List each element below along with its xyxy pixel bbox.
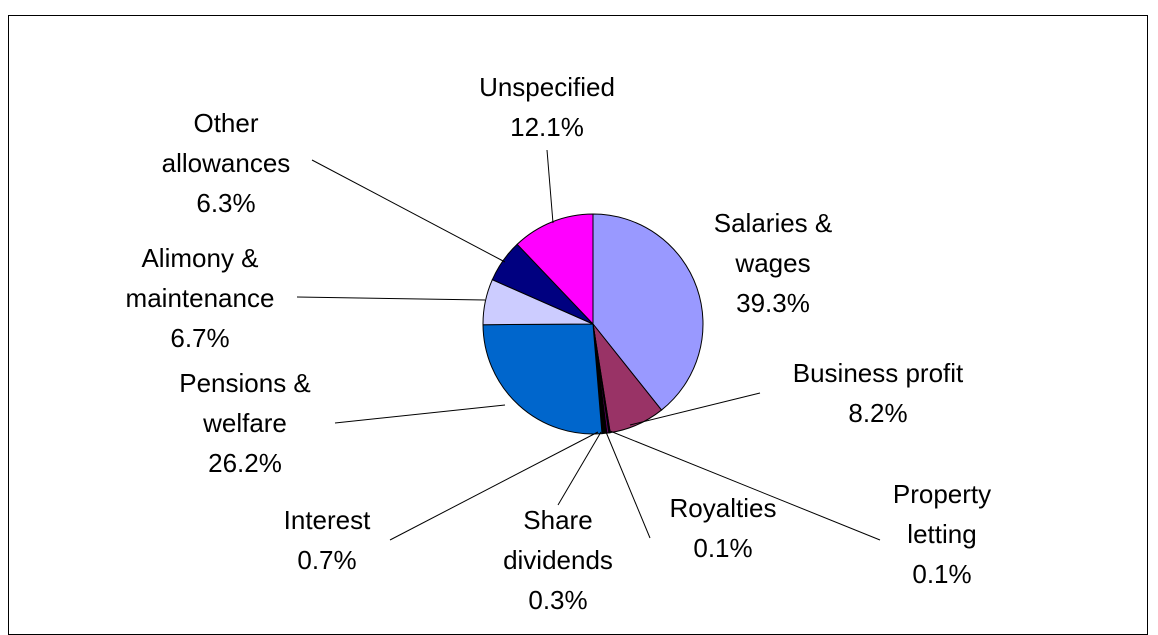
leader-line [605, 431, 651, 539]
leader-line [609, 430, 881, 541]
category-label: Salaries & wages [713, 208, 833, 278]
value-label: 0.7% [297, 545, 357, 575]
leader-line [296, 296, 486, 301]
slice-label: Alimony & maintenance 6.7% [115, 238, 285, 358]
value-label: 6.3% [196, 188, 256, 218]
leader-line [311, 159, 506, 263]
value-label: 0.3% [528, 585, 588, 615]
leader-line [557, 431, 602, 506]
category-label: Pensions & welfare [179, 368, 311, 438]
leader-line [389, 431, 599, 541]
category-label: Unspecified [479, 72, 615, 102]
leader-line [334, 404, 506, 424]
value-label: 26.2% [208, 448, 282, 478]
slice-label: Royalties 0.1% [648, 488, 798, 568]
slice-label: Property letting 0.1% [872, 474, 1012, 594]
category-label: Share dividends [503, 505, 613, 575]
leader-line [546, 149, 554, 224]
pie-slice [516, 213, 594, 326]
category-label: Royalties [669, 493, 777, 523]
slice-label: Interest 0.7% [252, 500, 402, 580]
category-label: Interest [283, 505, 371, 535]
slice-label: Business profit 8.2% [748, 353, 1008, 433]
value-label: 39.3% [736, 288, 810, 318]
leader-line [629, 392, 761, 426]
slice-label: Unspecified 12.1% [447, 67, 647, 147]
value-label: 0.1% [693, 533, 753, 563]
value-label: 6.7% [170, 323, 230, 353]
category-label: Property letting [892, 479, 992, 549]
slice-label: Share dividends 0.3% [483, 500, 633, 620]
category-label: Business profit [792, 358, 964, 388]
value-label: 12.1% [510, 112, 584, 142]
value-label: 0.1% [912, 559, 972, 589]
slice-label: Pensions & welfare 26.2% [170, 363, 320, 483]
slice-label: Other allowances 6.3% [141, 103, 311, 223]
value-label: 8.2% [848, 398, 908, 428]
category-label: Other allowances [161, 108, 291, 178]
category-label: Alimony & maintenance [125, 243, 275, 313]
pie-slice [592, 213, 704, 411]
slice-label: Salaries & wages 39.3% [698, 203, 848, 323]
pie-slice [482, 323, 603, 435]
